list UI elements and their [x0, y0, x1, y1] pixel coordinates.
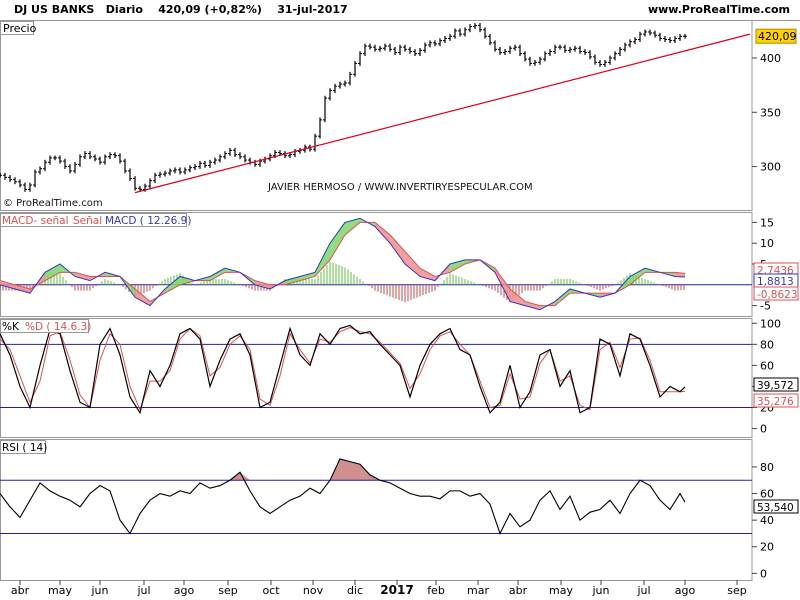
rsi-overbought-fill	[340, 458, 350, 481]
y-tick-label: 40	[760, 514, 774, 527]
stoch-d-value-box	[753, 393, 799, 408]
y-tick-label: 15	[760, 216, 774, 229]
period: Diario	[105, 3, 143, 16]
y-tick-label: 0	[760, 567, 767, 580]
macd-fill	[345, 218, 360, 235]
y-tick-label: 350	[760, 106, 781, 119]
x-tick-label: jun	[91, 584, 109, 597]
macd-fill	[330, 222, 345, 260]
macd-fill	[255, 280, 270, 289]
macd-fill	[390, 234, 405, 264]
y-tick-label: 400	[760, 52, 781, 65]
y-tick-label: 100	[760, 317, 781, 330]
x-tick-label: may	[549, 584, 573, 597]
x-tick-label: mar	[467, 584, 489, 597]
macd-value: 1,8813	[757, 276, 794, 288]
trendline	[134, 33, 751, 194]
x-tick-label: feb	[427, 584, 445, 597]
last-price: 420,09 (+0,82%)	[158, 3, 262, 16]
x-tick-label: nov	[303, 584, 324, 597]
panel-macd	[0, 212, 753, 317]
macd-fill	[75, 272, 90, 281]
rsi-legend-box	[0, 440, 46, 454]
y-tick-label: 20	[760, 541, 774, 554]
macd-fill	[405, 251, 420, 277]
watermark: JAVIER HERMOSO / WWW.INVERTIRYESPECULAR.…	[267, 182, 533, 193]
x-tick-label: sep	[727, 584, 746, 597]
x-tick-label: abr	[509, 584, 528, 597]
y-tick-label: 60	[760, 488, 774, 501]
rsi-line	[0, 458, 686, 535]
last-price-box	[755, 28, 797, 44]
macd-fill	[525, 301, 540, 310]
stoch-k-line	[0, 324, 686, 415]
rsi-overbought-fill	[360, 464, 370, 481]
y-tick-label: -5	[760, 300, 771, 313]
x-tick-label: jul	[136, 584, 150, 597]
y-tick-label: 80	[760, 461, 774, 474]
signal-line	[0, 221, 686, 307]
last-price-label: 420,09	[758, 30, 797, 43]
macd-fill	[285, 276, 300, 285]
price-panel-title: Precio	[3, 22, 37, 35]
x-tick-label: may	[48, 584, 72, 597]
stoch-k-value: 39,572	[757, 380, 794, 392]
x-tick-label: dic	[347, 584, 363, 597]
macd-line	[0, 217, 686, 311]
price-title-box	[0, 21, 34, 35]
x-tick-label: ago	[174, 584, 195, 597]
copyright: © ProRealTime.com	[3, 198, 103, 209]
macd-fill	[510, 288, 525, 306]
y-tick-label: 60	[760, 359, 774, 372]
macd-hist-value-box	[753, 286, 799, 301]
panel-rsi	[0, 439, 753, 581]
macd-fill	[630, 268, 645, 285]
rsi-title: RSI ( 14)	[2, 442, 47, 454]
macd-fill	[210, 268, 225, 281]
y-tick-label: 80	[760, 338, 774, 351]
price-bars	[0, 23, 687, 192]
x-tick-label: jun	[592, 584, 610, 597]
x-tick-label: 2017	[380, 583, 413, 597]
stoch-legend-d: %D ( 14.6.3)	[25, 321, 91, 333]
macd-fill	[15, 284, 30, 294]
macd-fill	[375, 222, 390, 244]
y-tick-label: 0	[760, 423, 767, 436]
stoch-k-value-box	[753, 377, 799, 392]
stoch-d-value: 35,276	[757, 396, 794, 408]
rsi-value-box	[753, 499, 799, 514]
x-tick-label: abr	[11, 584, 30, 597]
macd-fill	[0, 280, 15, 289]
x-tick-label: sep	[218, 584, 237, 597]
macd-legend-macd: MACD ( 12.26.9)	[105, 215, 191, 227]
macd-fill	[135, 288, 150, 306]
macd-fill	[300, 272, 315, 281]
macd-fill	[45, 264, 60, 281]
rsi-overbought-fill	[350, 461, 360, 481]
y-tick-label: 10	[760, 237, 774, 250]
macd-legend-box	[0, 213, 187, 227]
macd-fill	[165, 276, 180, 294]
rsi-overbought-fill	[240, 472, 250, 481]
y-tick-label: 300	[760, 161, 781, 174]
panel-price	[0, 20, 753, 211]
macd-legend-hist: MACD- señal	[2, 215, 69, 227]
x-tick-label: oct	[262, 584, 280, 597]
stoch-legend-k: %K	[2, 321, 20, 333]
macd-hist-value: -0,8623	[757, 289, 798, 301]
stoch-legend-box	[0, 319, 89, 333]
chart-header: DJ US BANKS Diario 420,09 (+0,82%) 31-ju…	[14, 3, 348, 16]
symbol-name: DJ US BANKS	[14, 3, 95, 16]
macd-fill	[420, 268, 435, 281]
last-date: 31-jul-2017	[277, 3, 348, 16]
x-tick-label: ago	[675, 584, 696, 597]
macd-fill	[555, 288, 570, 306]
macd-fill	[180, 276, 195, 285]
macd-fill	[450, 259, 465, 273]
macd-legend-signal: Señal	[73, 215, 102, 227]
x-tick-label: jul	[636, 584, 650, 597]
brand-link[interactable]: www.ProRealTime.com	[647, 3, 790, 16]
rsi-value: 53,540	[757, 502, 794, 514]
